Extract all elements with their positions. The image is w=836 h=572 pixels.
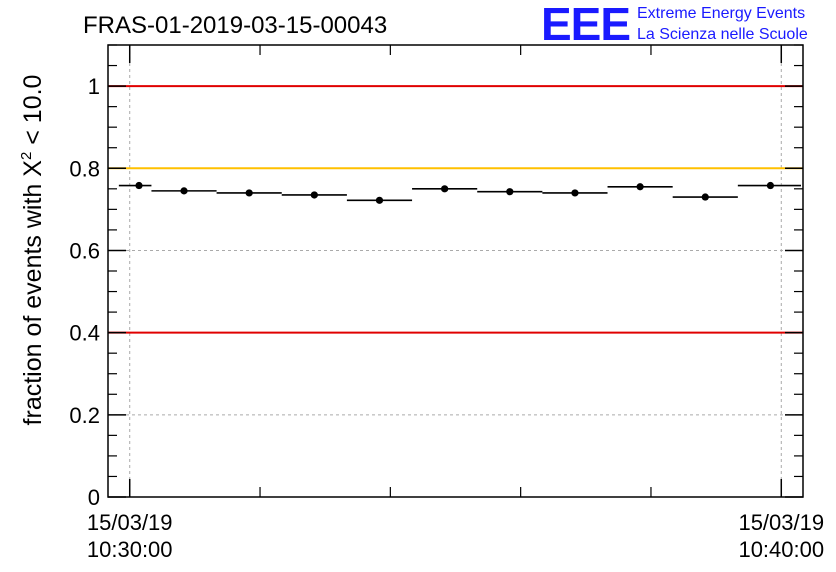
logo-line2: La Scienza nelle Scuole — [637, 26, 808, 43]
data-point — [701, 193, 709, 201]
logo-mark: EEE — [541, 0, 630, 50]
y-tick-label: 1 — [88, 74, 100, 99]
eee-logo: EEE Extreme Energy Events La Scienza nel… — [541, 0, 808, 50]
data-point — [441, 185, 449, 193]
data-point — [571, 189, 579, 197]
data-point — [375, 196, 384, 204]
x-tick-label-time: 10:40:00 — [738, 537, 824, 562]
logo-line1: Extreme Energy Events — [637, 5, 805, 22]
x-tick-label-time: 10:30:00 — [87, 537, 173, 562]
y-axis-label-symbol: X — [19, 160, 47, 177]
y-axis-label-suffix: < 10.0 — [19, 75, 47, 152]
y-tick-label: 0.4 — [69, 321, 100, 346]
y-tick-label: 0.2 — [69, 403, 100, 428]
x-tick-label-date: 15/03/19 — [738, 510, 824, 535]
data-point — [310, 191, 318, 199]
data-point — [180, 187, 188, 195]
plot-area: 00.20.40.60.8115/03/1910:30:0015/03/1910… — [69, 44, 824, 562]
y-tick-label: 0.8 — [69, 156, 100, 181]
y-tick-label: 0 — [88, 485, 100, 510]
data-point — [506, 188, 514, 196]
data-point — [245, 189, 253, 197]
chart-title: FRAS-01-2019-03-15-00043 — [83, 12, 387, 39]
data-point — [636, 183, 644, 191]
plot-frame — [107, 44, 804, 498]
data-point — [135, 181, 143, 190]
x-tick-label-date: 15/03/19 — [87, 510, 173, 535]
data-point — [766, 181, 775, 190]
y-tick-label: 0.6 — [69, 238, 100, 263]
y-axis-label: fraction of events with X2 < 10.0 — [18, 75, 47, 426]
y-axis-label-sup: 2 — [18, 152, 35, 160]
y-axis-label-prefix: fraction of events with — [19, 177, 47, 426]
